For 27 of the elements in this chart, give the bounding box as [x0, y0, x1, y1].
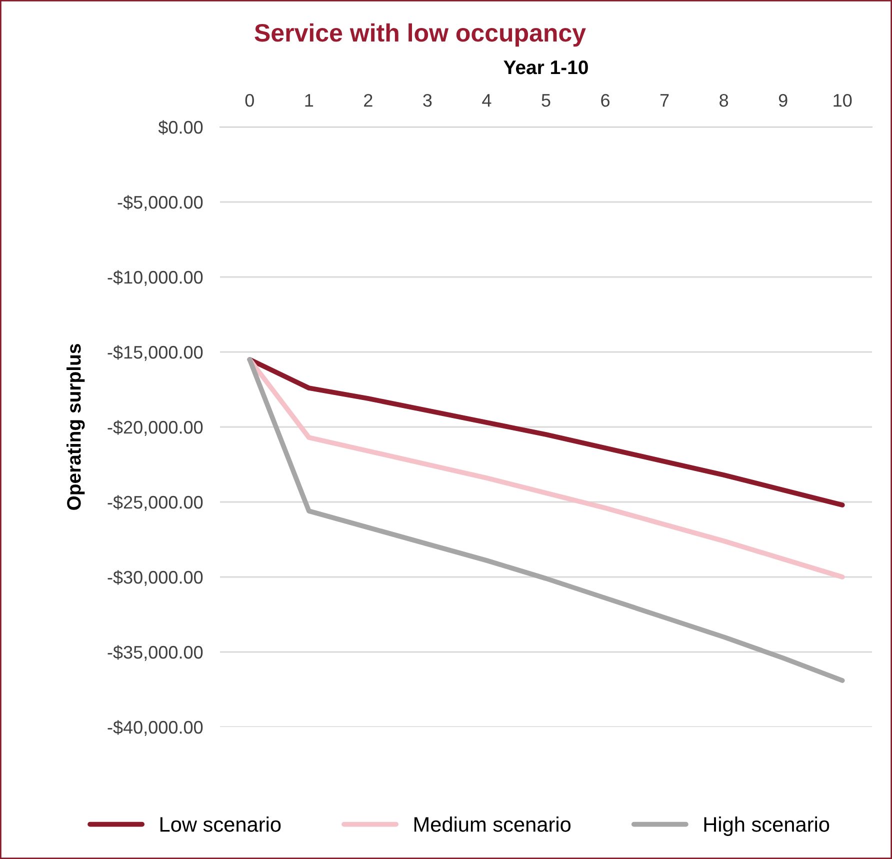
chart-title: Service with low occupancy: [254, 23, 586, 47]
x-tick-label: 8: [720, 94, 728, 107]
y-tick-label: -$30,000.00: [108, 570, 203, 586]
y-tick-label: -$20,000.00: [108, 420, 203, 436]
y-tick-label: -$5,000.00: [118, 195, 203, 211]
x-axis-title: Year 1-10: [504, 60, 588, 74]
x-tick-label: 9: [778, 94, 788, 107]
x-tick-label: 3: [423, 94, 432, 107]
y-tick-label: $0.00: [158, 120, 203, 135]
legend-label: Medium scenario: [414, 816, 571, 832]
x-tick-label: 2: [364, 94, 372, 107]
x-tick-label: 4: [482, 94, 492, 107]
y-axis-title: Operating surplus: [66, 344, 85, 510]
x-tick-label: 0: [245, 94, 254, 107]
x-tick-label: 10: [834, 94, 852, 107]
x-tick-label: 7: [660, 94, 669, 107]
y-tick-label: -$25,000.00: [108, 495, 203, 511]
legend-label: High scenario: [704, 816, 830, 836]
y-tick-label: -$15,000.00: [108, 345, 203, 361]
x-tick-label: 5: [542, 94, 550, 107]
y-tick-label: -$35,000.00: [108, 645, 203, 661]
legend-label: Low scenario: [160, 816, 281, 832]
line-series: [247, 357, 845, 683]
x-tick-label: 6: [601, 94, 610, 107]
x-tick-label: 1: [305, 94, 314, 107]
y-tick-label: -$40,000.00: [108, 720, 203, 736]
y-tick-label: -$10,000.00: [108, 270, 203, 286]
